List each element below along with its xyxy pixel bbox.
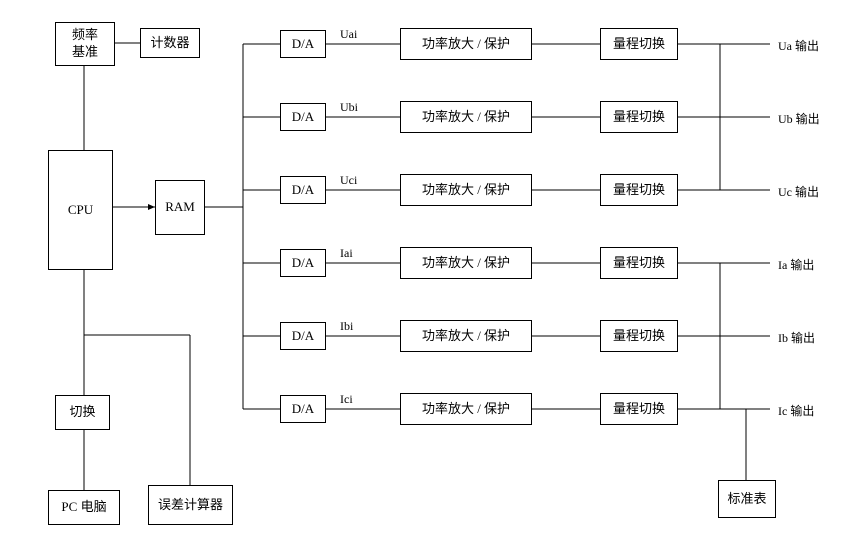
output-label-3: Ia 输出 — [778, 256, 814, 273]
output-label-2: Uc 输出 — [778, 183, 819, 200]
signal-label-3: Iai — [340, 246, 353, 261]
signal-label-2: Uci — [340, 173, 357, 188]
signal-label-5: Ici — [340, 392, 353, 407]
pc-box: PC 电脑 — [48, 490, 120, 525]
amp-box-3: 功率放大 / 保护 — [400, 247, 532, 279]
std-meter-box: 标准表 — [718, 480, 776, 518]
range-box-0: 量程切换 — [600, 28, 678, 60]
range-box-1: 量程切换 — [600, 101, 678, 133]
ram-box: RAM — [155, 180, 205, 235]
cpu-box: CPU — [48, 150, 113, 270]
freq-ref-box: 频率 基准 — [55, 22, 115, 66]
output-label-1: Ub 输出 — [778, 110, 820, 127]
range-box-3: 量程切换 — [600, 247, 678, 279]
range-box-2: 量程切换 — [600, 174, 678, 206]
counter-box: 计数器 — [140, 28, 200, 58]
da-box-2: D/A — [280, 176, 326, 204]
da-box-3: D/A — [280, 249, 326, 277]
da-box-0: D/A — [280, 30, 326, 58]
err-calc-box: 误差计算器 — [148, 485, 233, 525]
amp-box-4: 功率放大 / 保护 — [400, 320, 532, 352]
signal-label-1: Ubi — [340, 100, 358, 115]
da-box-1: D/A — [280, 103, 326, 131]
amp-box-0: 功率放大 / 保护 — [400, 28, 532, 60]
signal-label-4: Ibi — [340, 319, 353, 334]
amp-box-1: 功率放大 / 保护 — [400, 101, 532, 133]
output-label-5: Ic 输出 — [778, 402, 814, 419]
range-box-5: 量程切换 — [600, 393, 678, 425]
output-label-0: Ua 输出 — [778, 37, 819, 54]
range-box-4: 量程切换 — [600, 320, 678, 352]
signal-label-0: Uai — [340, 27, 357, 42]
da-box-5: D/A — [280, 395, 326, 423]
amp-box-2: 功率放大 / 保护 — [400, 174, 532, 206]
da-box-4: D/A — [280, 322, 326, 350]
output-label-4: Ib 输出 — [778, 329, 815, 346]
amp-box-5: 功率放大 / 保护 — [400, 393, 532, 425]
switch-box: 切换 — [55, 395, 110, 430]
